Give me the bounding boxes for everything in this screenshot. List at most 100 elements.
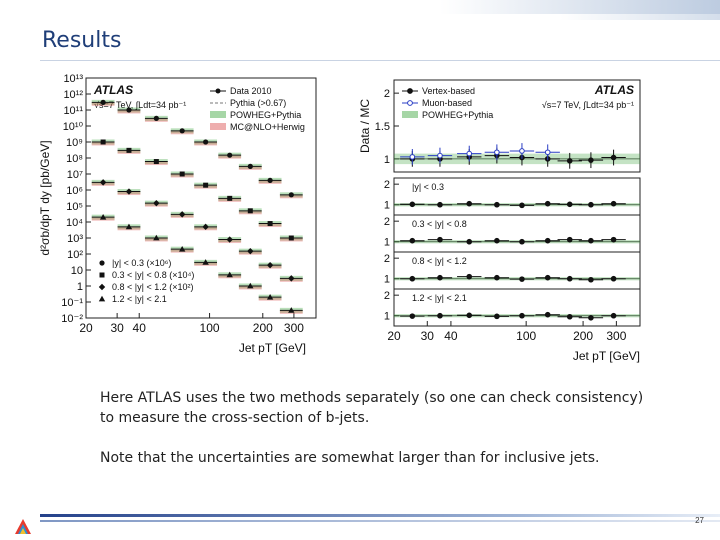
data-point: [437, 236, 443, 243]
energy-label: √s=7 TeV, ∫Ldt=34 pb⁻¹: [542, 100, 634, 110]
data-point: [466, 238, 473, 245]
y-tick-label: 10⁵: [66, 201, 83, 213]
x-tick-label: 200: [573, 329, 593, 343]
data-point: [519, 148, 525, 154]
data-point: [247, 208, 253, 214]
data-point: [100, 139, 106, 145]
y-tick-label: 10¹²: [63, 89, 83, 101]
header-decoration: [440, 0, 720, 14]
y-tick-label: 10: [71, 265, 83, 277]
data-point: [610, 154, 617, 161]
data-point: [179, 128, 185, 134]
data-point: [153, 159, 159, 165]
x-tick-label: 20: [387, 329, 401, 343]
data-point: [610, 200, 617, 207]
y-tick-label: 10⁷: [67, 169, 83, 181]
legend-entry: POWHEG+Pythia: [230, 110, 301, 120]
data-point: [437, 201, 443, 208]
legend-entry: Muon-based: [422, 98, 472, 108]
data-point: [153, 115, 159, 121]
legend-marker: [407, 88, 413, 94]
panel-label: |y| < 0.3: [412, 182, 444, 192]
y-tick-label: 2: [384, 88, 390, 100]
data-point: [519, 238, 525, 245]
data-point: [544, 237, 551, 244]
series-label: 1.2 < |y| < 2.1: [112, 294, 167, 304]
data-point: [437, 312, 443, 319]
data-point: [247, 282, 254, 289]
data-point: [153, 234, 160, 241]
slide-body: Here ATLAS uses the two methods separate…: [100, 388, 660, 488]
y-tick-label: 10²: [67, 249, 83, 261]
y-tick-label: 10¹¹: [63, 105, 83, 117]
data-point: [267, 177, 273, 183]
title-divider: [40, 60, 720, 61]
data-point: [203, 139, 209, 145]
y-tick-label: 10⁻¹: [61, 297, 83, 309]
data-point: [610, 275, 617, 282]
legend-entry: POWHEG+Pythia: [422, 110, 493, 120]
data-point: [566, 275, 573, 282]
data-mc-ratio-plot: 1 1.5 2 ATLAS √s=7 TeV, ∫Ldt=34 pb⁻¹ Vertex-b…: [358, 79, 641, 363]
powheg-band: [394, 153, 640, 165]
data-point: [409, 237, 416, 244]
y-tick-label: 1: [384, 311, 390, 323]
y-tick-label: 10⁶: [66, 185, 83, 197]
data-point: [588, 237, 594, 244]
series-label: |y| < 0.3 (×10⁶): [112, 258, 171, 268]
energy-label: √s=7 TeV, ∫Ldt=34 pb⁻¹: [94, 100, 186, 110]
legend-marker: [210, 111, 226, 118]
data-point: [226, 271, 233, 278]
data-point: [437, 274, 443, 281]
data-point: [544, 274, 551, 281]
x-tick-label: 300: [284, 321, 304, 335]
data-point: [288, 192, 294, 198]
data-point: [494, 201, 500, 208]
data-point: [288, 235, 294, 241]
data-point: [179, 171, 185, 177]
data-point: [494, 313, 500, 320]
data-point: [409, 201, 416, 208]
x-axis-label: Jet pT [GeV]: [239, 341, 306, 355]
y-tick-label: 10¹³: [63, 73, 83, 85]
y-tick-label: 1.5: [375, 121, 390, 133]
data-point: [98, 283, 106, 291]
data-point: [202, 223, 209, 231]
data-point: [125, 223, 133, 230]
page-number: 27: [695, 516, 704, 525]
y-tick-label: 1: [384, 154, 390, 166]
data-point: [125, 188, 133, 195]
data-point: [566, 313, 573, 320]
data-point: [466, 150, 473, 157]
data-point: [99, 213, 107, 220]
data-point: [288, 275, 295, 282]
y-tick-label: 2: [384, 216, 390, 228]
data-point: [409, 275, 416, 282]
data-point: [494, 237, 500, 244]
data-point: [610, 236, 617, 243]
data-point: [494, 274, 500, 281]
y-tick-label: 2: [384, 290, 390, 302]
legend-marker: [210, 123, 226, 130]
panel-label: 0.8 < |y| < 1.2: [412, 256, 467, 266]
data-point: [466, 273, 473, 280]
data-point: [100, 99, 106, 105]
series-label: 0.8 < |y| < 1.2 (×10²): [112, 282, 193, 292]
paragraph-uncertainties: Note that the uncertainties are somewhat…: [100, 450, 600, 466]
data-point: [544, 149, 551, 156]
data-point: [544, 311, 551, 318]
data-point: [466, 312, 473, 319]
footer-rule: [40, 514, 720, 517]
data-point: [226, 236, 233, 243]
data-point: [126, 147, 132, 153]
data-point: [610, 312, 617, 319]
panel-frame: [393, 288, 641, 327]
legend-entry: MC@NLO+Herwig: [230, 122, 305, 132]
data-point: [247, 163, 253, 169]
y-axis-label: Data / MC: [358, 99, 372, 153]
data-point: [466, 200, 473, 207]
powheg-band: [394, 203, 640, 207]
series-label: 0.3 < |y| < 0.8 (×10⁴): [112, 270, 194, 280]
data-point: [519, 202, 525, 209]
legend-marker: [215, 88, 221, 94]
